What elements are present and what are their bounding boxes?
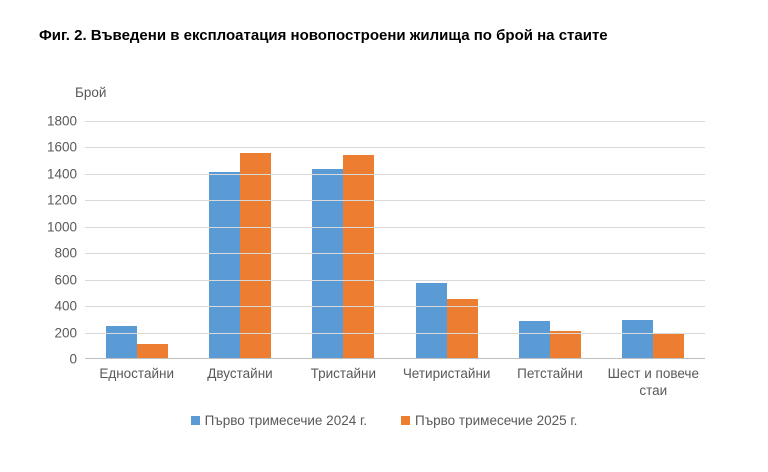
gridline-1000	[85, 226, 705, 228]
y-tick-label-0: 0	[69, 351, 77, 367]
category-label-3: Тристайни	[310, 366, 376, 381]
y-tick-label-400: 400	[54, 298, 77, 314]
category-label-1: Едностайни	[99, 366, 174, 381]
gridline-800	[85, 253, 705, 255]
bar-series1-3	[312, 169, 344, 359]
y-tick-label-1200: 1200	[46, 192, 77, 208]
bar-group-3	[292, 121, 395, 359]
y-axis-ticks: 0 200 400 600 800 1000 1200 1400 1600 1800	[0, 114, 77, 367]
legend-swatch-icon	[401, 416, 410, 425]
legend-item-2: Първо тримесечие 2025 г.	[401, 413, 577, 428]
category-label-5: Петстайни	[517, 366, 583, 381]
bar-series1-5	[518, 320, 550, 359]
x-axis-line	[85, 358, 705, 359]
gridline-600	[85, 279, 705, 281]
bar-series1-1	[105, 325, 137, 359]
bar-group-1	[85, 121, 188, 359]
x-axis-labels: Едностайни Двустайни Тристайни Четиристайни…	[85, 366, 705, 400]
legend-item-1: Първо тримесечие 2024 г.	[190, 413, 367, 428]
category-label-6: Шест и повече стаи	[607, 366, 699, 398]
y-tick-label-1000: 1000	[46, 219, 77, 235]
bar-series2-6	[653, 332, 685, 359]
y-tick-label-1400: 1400	[46, 166, 77, 182]
bar-groups	[85, 121, 705, 359]
category-label-4: Четиристайни	[402, 366, 491, 381]
bar-group-4	[395, 121, 498, 359]
legend-label-2: Първо тримесечие 2025 г.	[415, 413, 578, 428]
bar-group-5	[498, 121, 601, 359]
category-label-2: Двустайни	[207, 366, 273, 381]
y-tick-label-600: 600	[54, 272, 77, 288]
bar-group-2	[188, 121, 291, 359]
gridline-1400	[85, 173, 705, 175]
bar-series1-2	[208, 171, 240, 359]
bar-series1-4	[415, 282, 447, 359]
bar-series2-3	[343, 155, 375, 359]
y-axis-title: Брой	[75, 85, 107, 100]
gridline-200	[85, 332, 705, 334]
gridline-1200	[85, 200, 705, 202]
bar-group-6	[602, 121, 705, 359]
legend-swatch-icon	[190, 416, 200, 425]
plot-area	[85, 121, 705, 359]
gridline-1800	[85, 121, 705, 122]
legend: Първо тримесечие 2024 г. Първо тримесечие…	[0, 413, 768, 428]
legend-label-1: Първо тримесечие 2024 г.	[204, 413, 367, 428]
bar-series1-6	[622, 320, 654, 359]
chart-title: Фиг. 2. Въведени в експлоатация новопост…	[39, 27, 608, 44]
gridline-400	[85, 306, 705, 308]
y-tick-label-1600: 1600	[46, 139, 77, 155]
gridline-1600	[85, 147, 705, 149]
bar-series2-2	[239, 153, 271, 359]
y-tick-label-200: 200	[54, 325, 77, 341]
bar-series2-4	[446, 298, 478, 359]
y-tick-label-800: 800	[54, 245, 77, 261]
bar-series2-5	[549, 331, 581, 359]
bar-series2-1	[136, 344, 168, 359]
y-tick-label-1800: 1800	[46, 113, 77, 129]
